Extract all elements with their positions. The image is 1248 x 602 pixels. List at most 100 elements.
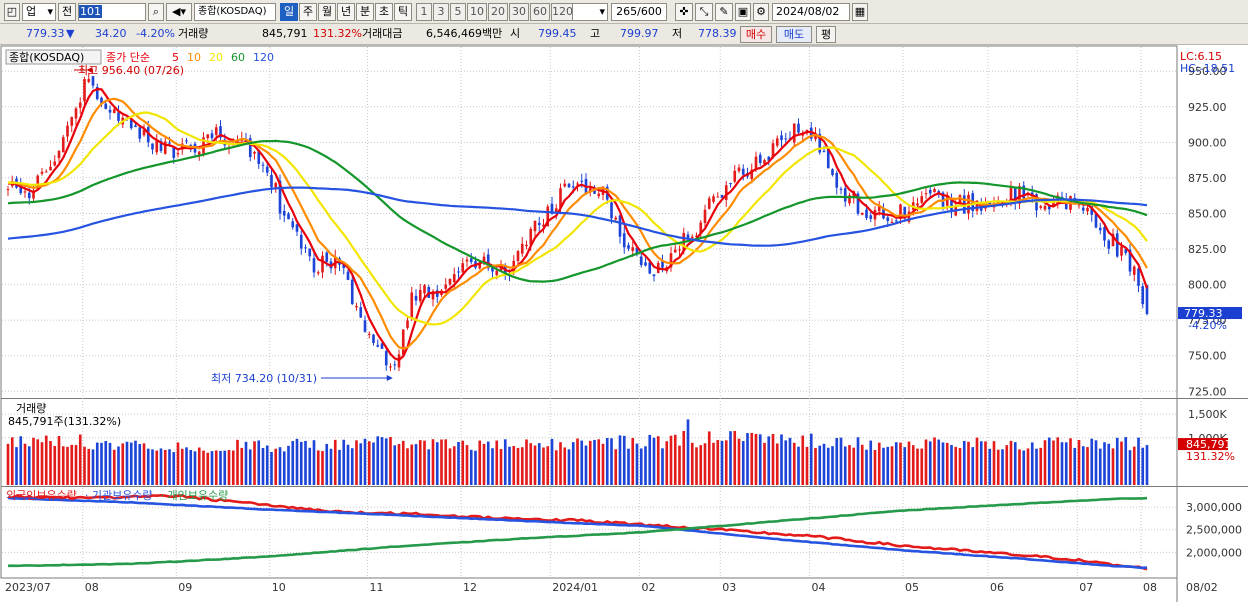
search-icon[interactable]: ⌕	[148, 3, 164, 21]
volume-bar	[270, 451, 273, 485]
interval-button-10[interactable]: 10	[467, 3, 487, 21]
volume-bar	[979, 441, 983, 485]
volume-bar	[53, 445, 57, 485]
candle-body	[495, 270, 499, 276]
volume-bar	[542, 447, 545, 485]
volume-bar	[435, 442, 439, 485]
crosshair-icon[interactable]: ✜	[675, 3, 693, 21]
candle-body	[818, 133, 822, 153]
candle-body	[23, 191, 27, 193]
save-icon[interactable]: ▣	[735, 3, 751, 21]
period-button-6[interactable]: 틱	[394, 3, 412, 21]
volume-bar	[950, 444, 953, 485]
prev-button[interactable]: 전	[58, 3, 76, 21]
volume-bar	[550, 438, 554, 485]
volume-bar	[669, 435, 673, 485]
calendar-icon[interactable]: ▦	[852, 3, 868, 21]
volume-bar	[682, 430, 686, 485]
candle-body	[91, 76, 95, 86]
candle-body	[6, 189, 10, 191]
period-button-0[interactable]: 일	[280, 3, 298, 21]
candle-body	[529, 229, 533, 245]
draw-icon[interactable]: ✎	[715, 3, 733, 21]
price-change-pct: -4.20%	[136, 27, 175, 40]
volume-bar	[376, 436, 380, 485]
volume-bar	[818, 445, 822, 485]
x-axis-label: 07	[1079, 581, 1093, 594]
low-annotation-arrowhead	[386, 375, 393, 381]
volume-bar	[503, 439, 507, 485]
volume-bar	[996, 449, 1000, 485]
interval-button-1[interactable]: 1	[416, 3, 432, 21]
period-button-2[interactable]: 월	[318, 3, 336, 21]
low-value: 778.39	[698, 27, 737, 40]
volume-bar	[134, 440, 137, 485]
candle-body	[928, 189, 932, 194]
price-panel-title-box[interactable]	[5, 49, 102, 65]
zoom-icon[interactable]: ⤡	[695, 3, 713, 21]
volume-bar	[695, 447, 698, 485]
date-input[interactable]: 2024/08/02	[772, 3, 850, 21]
volume-bar	[176, 442, 180, 485]
candle-body	[648, 262, 652, 274]
candle-body	[185, 140, 188, 142]
eval-button[interactable]: 평	[816, 26, 836, 43]
volume-bar	[1035, 448, 1038, 485]
candle-body	[219, 126, 222, 138]
volume-bar	[282, 451, 286, 485]
volume-bar	[70, 444, 74, 485]
volume-bar	[57, 435, 61, 485]
ma-legend-item: 10	[187, 51, 201, 64]
stock-chart[interactable]: 725.00750.00775.00800.00825.00850.00875.…	[0, 45, 1248, 602]
interval-button-120[interactable]: 120	[551, 3, 573, 21]
volume-bar	[754, 433, 758, 485]
candle-body	[831, 169, 834, 176]
x-axis-label: 08	[85, 581, 99, 594]
candle-body	[835, 172, 839, 188]
volume-bar	[907, 441, 911, 485]
speaker-icon[interactable]: ◀▾	[166, 3, 192, 21]
volume-bar	[1069, 438, 1072, 485]
volume-bar	[253, 441, 256, 485]
interval-button-20[interactable]: 20	[488, 3, 508, 21]
interval-custom-input[interactable]: ▾	[572, 3, 608, 21]
code-input[interactable]: 101	[78, 3, 146, 21]
price-tick-label: 800.00	[1188, 279, 1227, 292]
x-axis-label: 03	[722, 581, 736, 594]
volume-bar	[877, 442, 881, 485]
volume-bar	[648, 434, 652, 485]
interval-button-30[interactable]: 30	[509, 3, 529, 21]
sell-button[interactable]: 매도	[776, 26, 812, 43]
candle-body	[265, 166, 269, 173]
volume-bar	[248, 449, 252, 485]
ma-legend-item: 20	[209, 51, 223, 64]
period-button-3[interactable]: 년	[337, 3, 355, 21]
count-display[interactable]: 265/600	[611, 3, 667, 21]
interval-button-5[interactable]: 5	[450, 3, 466, 21]
price-tick-label: 850.00	[1188, 207, 1227, 220]
period-button-5[interactable]: 초	[375, 3, 393, 21]
volume-bar	[678, 445, 681, 485]
volume-bar	[401, 440, 405, 485]
volume-bar	[605, 437, 609, 485]
candle-body	[214, 127, 218, 135]
volume-bar	[1090, 438, 1094, 485]
candle-body	[491, 267, 494, 272]
interval-button-3[interactable]: 3	[433, 3, 449, 21]
candle-body	[57, 150, 61, 159]
candle-body	[1077, 204, 1081, 206]
candle-body	[406, 320, 409, 328]
volume-bar	[588, 440, 592, 485]
candle-body	[87, 79, 91, 82]
gear-icon[interactable]: ⚙	[753, 3, 769, 21]
candle-body	[1094, 214, 1098, 228]
volume-bar	[87, 448, 91, 485]
buy-button[interactable]: 매수	[740, 26, 772, 43]
period-button-1[interactable]: 주	[299, 3, 317, 21]
candle-body	[423, 285, 426, 294]
candle-body	[894, 220, 898, 222]
market-select[interactable]: 업 ▾	[22, 3, 56, 21]
period-button-4[interactable]: 분	[356, 3, 374, 21]
window-icon[interactable]: ◰	[4, 3, 20, 21]
interval-button-60[interactable]: 60	[530, 3, 550, 21]
